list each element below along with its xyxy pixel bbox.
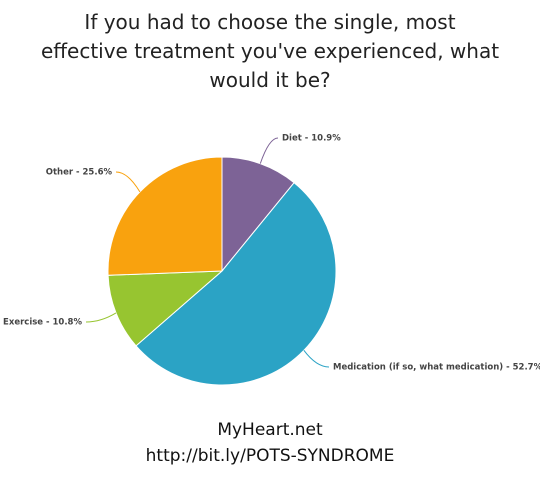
chart-title: If you had to choose the single, most ef…	[40, 10, 500, 92]
data-label: Other - 25.6%	[46, 168, 113, 178]
pie-slice	[107, 156, 223, 276]
data-label: Diet - 10.9%	[282, 134, 341, 144]
data-label: Medication (if so, what medication) - 52…	[333, 363, 540, 373]
pie-slice	[107, 270, 224, 347]
pie-slice	[221, 156, 295, 273]
footer-line: MyHeart.net	[217, 420, 323, 440]
leader-line	[259, 137, 279, 164]
leader-line	[115, 171, 141, 193]
pie-slice	[135, 182, 337, 386]
footer-line: http://bit.ly/POTS-SYNDROME	[145, 446, 395, 466]
data-label: Exercise - 10.8%	[3, 318, 82, 328]
leader-line	[85, 312, 117, 323]
leader-line	[303, 350, 330, 368]
